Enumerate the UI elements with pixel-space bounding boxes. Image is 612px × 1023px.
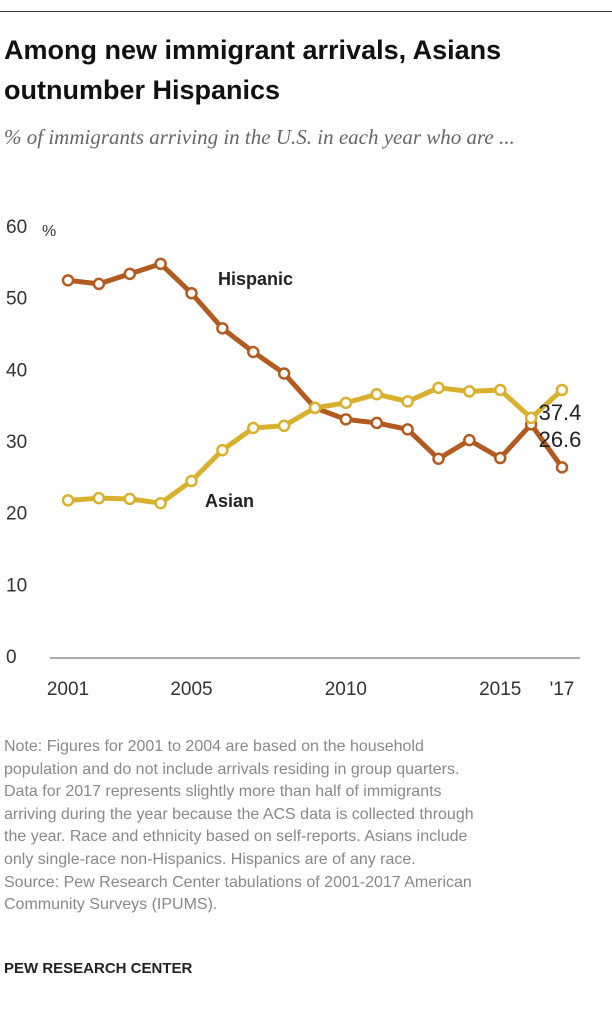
note-line: Note: Figures for 2001 to 2004 are based… xyxy=(4,738,424,755)
series-label: Asian xyxy=(205,491,254,511)
point xyxy=(308,401,322,415)
footer: PEW RESEARCH CENTER xyxy=(4,960,193,977)
point xyxy=(277,419,291,433)
point xyxy=(555,383,569,397)
x-tick-label: 2015 xyxy=(479,679,521,700)
y-tick-label: 50 xyxy=(6,289,27,310)
point xyxy=(216,322,229,335)
chart-subtitle: % of immigrants arriving in the U.S. in … xyxy=(4,125,515,149)
note-line: arriving during the year because the ACS… xyxy=(4,805,474,823)
point xyxy=(370,388,383,401)
point xyxy=(432,452,445,466)
point xyxy=(370,416,383,430)
point xyxy=(154,257,167,271)
note-line: population and do not include arrivals r… xyxy=(4,760,460,778)
y-tick-label: 10 xyxy=(6,575,27,596)
note-line: the year. Race and ethnicity based on se… xyxy=(4,828,468,846)
point xyxy=(555,461,569,474)
point xyxy=(123,267,136,281)
x-tick-label: 2001 xyxy=(47,679,89,700)
point xyxy=(339,396,353,410)
top-rule xyxy=(0,11,612,12)
x-tick-label: 2005 xyxy=(170,679,212,700)
note-line: Source: Pew Research Center tabulations … xyxy=(4,873,472,891)
point xyxy=(185,474,198,488)
y-tick-label: 40 xyxy=(6,360,27,381)
point xyxy=(92,491,106,505)
point xyxy=(154,496,167,510)
point xyxy=(463,433,476,447)
point xyxy=(247,345,260,359)
point xyxy=(123,492,136,506)
point xyxy=(524,411,538,425)
y-unit: % xyxy=(42,223,56,240)
y-tick-label: 30 xyxy=(6,432,27,453)
note-line: only single-race non-Hispanics. Hispanic… xyxy=(4,850,416,868)
point xyxy=(401,423,414,436)
value-label: 37.4 xyxy=(539,400,582,425)
x-tick-label: 2010 xyxy=(325,679,367,700)
point xyxy=(247,421,260,435)
point xyxy=(185,286,198,300)
note-line: Data for 2017 represents slightly more t… xyxy=(4,783,442,801)
point xyxy=(61,274,75,287)
point xyxy=(494,383,507,397)
note: Note: Figures for 2001 to 2004 are based… xyxy=(4,736,608,917)
point xyxy=(432,381,445,395)
chart-title: Among new immigrant arrivals, Asians out… xyxy=(4,35,502,105)
point xyxy=(216,443,229,457)
y-tick-label: 20 xyxy=(6,504,27,525)
x-tick-label: '17 xyxy=(550,679,575,700)
point xyxy=(463,385,476,398)
point xyxy=(494,451,507,465)
point xyxy=(61,494,75,507)
point xyxy=(401,395,414,408)
y-tick-label: 0 xyxy=(6,647,17,668)
point xyxy=(277,367,291,380)
series-line xyxy=(67,261,565,469)
value-label: 26.6 xyxy=(539,427,582,452)
note-line: Community Surveys (IPUMS). xyxy=(4,896,218,914)
point xyxy=(339,413,353,426)
point xyxy=(92,277,106,291)
series-label: Hispanic xyxy=(218,269,293,289)
y-tick-label: 60 xyxy=(6,217,27,238)
